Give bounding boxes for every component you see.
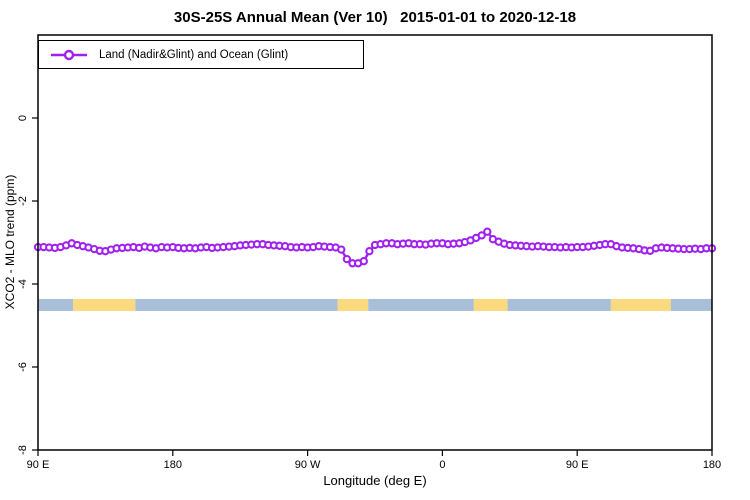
band-segment-land [610, 298, 671, 311]
y-tick-label: -2 [17, 196, 29, 206]
x-tick-label: 180 [164, 459, 182, 471]
chart-title: 30S-25S Annual Mean (Ver 10) 2015-01-01 … [173, 9, 577, 26]
y-axis-label: XCO2 - MLO trend (ppm) [3, 174, 17, 310]
legend-label: Land (Nadir&Glint) and Ocean (Glint) [99, 48, 289, 61]
y-tick-label: -6 [17, 362, 29, 372]
y-tick-label: -4 [17, 279, 29, 289]
band-segment-ocean [368, 298, 474, 311]
legend: Land (Nadir&Glint) and Ocean (Glint) [38, 40, 364, 69]
band-segment-ocean [507, 298, 611, 311]
legend-line-marker-icon [51, 49, 87, 60]
plot-border [37, 34, 713, 451]
x-axis-label: Longitude (deg E) [323, 473, 427, 488]
series-markers [33, 227, 717, 268]
band-segment-ocean [670, 298, 712, 311]
band-segment-ocean [38, 298, 74, 311]
land-ocean-band [38, 298, 712, 311]
band-segment-land [73, 298, 136, 311]
y-tick-label: 0 [17, 115, 29, 121]
band-segment-ocean [135, 298, 338, 311]
x-tick-label: 0 [439, 459, 445, 471]
y-tick-label: -8 [17, 445, 29, 455]
x-tick-label: 180 [703, 459, 721, 471]
x-axis: 90 E 180 90 W 0 90 E 180 [27, 450, 721, 471]
x-tick-label: 90 E [566, 459, 589, 471]
x-tick-label: 90 E [27, 459, 50, 471]
x-tick-label: 90 W [295, 459, 321, 471]
band-segment-land [337, 298, 369, 311]
band-segment-land [473, 298, 508, 311]
y-axis: 0 -2 -4 -6 -8 [17, 115, 38, 455]
